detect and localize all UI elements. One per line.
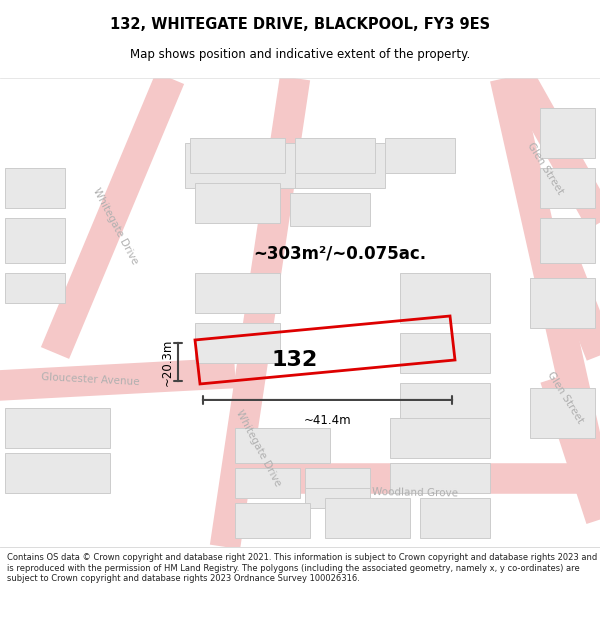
Polygon shape: [5, 168, 65, 208]
Text: Glen Street: Glen Street: [545, 370, 585, 426]
Text: ~20.3m: ~20.3m: [161, 338, 174, 386]
Polygon shape: [5, 453, 110, 493]
Polygon shape: [540, 108, 595, 158]
Polygon shape: [385, 138, 455, 173]
Text: Whitegate Drive: Whitegate Drive: [91, 186, 139, 266]
Polygon shape: [195, 183, 280, 223]
Polygon shape: [235, 468, 300, 498]
Polygon shape: [400, 273, 490, 323]
Polygon shape: [420, 498, 490, 538]
Text: Gloucester Avenue: Gloucester Avenue: [41, 372, 139, 388]
Polygon shape: [235, 428, 330, 463]
Polygon shape: [5, 218, 65, 263]
Polygon shape: [195, 273, 280, 313]
Polygon shape: [540, 168, 595, 208]
Polygon shape: [305, 468, 370, 488]
Text: ~41.4m: ~41.4m: [304, 414, 352, 427]
Polygon shape: [390, 418, 490, 458]
Polygon shape: [185, 143, 295, 188]
Polygon shape: [400, 383, 490, 423]
Polygon shape: [5, 408, 110, 448]
Polygon shape: [190, 138, 285, 173]
Polygon shape: [195, 323, 280, 363]
Text: Glen Street: Glen Street: [525, 141, 565, 196]
Polygon shape: [390, 463, 490, 493]
Text: Contains OS data © Crown copyright and database right 2021. This information is : Contains OS data © Crown copyright and d…: [7, 553, 598, 583]
Text: Woodland Grove: Woodland Grove: [372, 487, 458, 499]
Polygon shape: [5, 273, 65, 303]
Text: Map shows position and indicative extent of the property.: Map shows position and indicative extent…: [130, 48, 470, 61]
Polygon shape: [530, 278, 595, 328]
Text: ~303m²/~0.075ac.: ~303m²/~0.075ac.: [253, 244, 427, 262]
Polygon shape: [530, 388, 595, 438]
Text: Whitegate Drive: Whitegate Drive: [233, 408, 283, 488]
Polygon shape: [305, 488, 370, 508]
Polygon shape: [400, 333, 490, 373]
Polygon shape: [295, 138, 375, 173]
Polygon shape: [235, 503, 310, 538]
Polygon shape: [290, 193, 370, 226]
Text: 132: 132: [272, 350, 318, 370]
Polygon shape: [295, 143, 385, 188]
Text: 132, WHITEGATE DRIVE, BLACKPOOL, FY3 9ES: 132, WHITEGATE DRIVE, BLACKPOOL, FY3 9ES: [110, 17, 490, 32]
Polygon shape: [325, 498, 410, 538]
Polygon shape: [540, 218, 595, 263]
